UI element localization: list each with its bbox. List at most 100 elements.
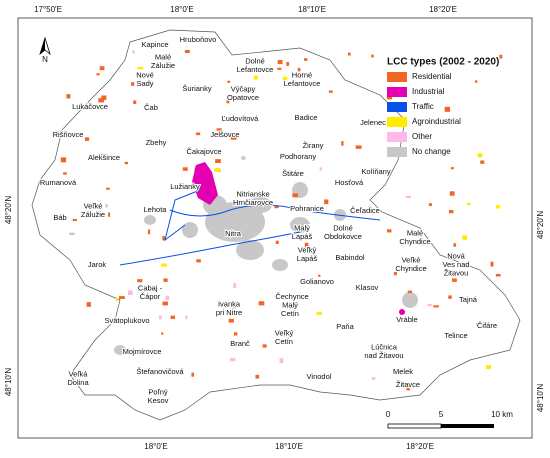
industrial-patch <box>192 162 218 205</box>
graticule-label: 18°10'E <box>298 5 326 14</box>
place-labels: KapinceHruboňovoMaléZálužieNovéSadyDolné… <box>39 34 498 406</box>
lcc-speck <box>229 358 236 362</box>
place-name: Čifáre <box>477 321 497 330</box>
place-name: Lapáš <box>297 254 318 263</box>
lcc-speck <box>304 242 309 248</box>
graticule-label: 18°20'E <box>406 442 434 451</box>
lcc-speck <box>303 58 308 61</box>
land-cover <box>60 50 503 391</box>
legend-swatch <box>387 117 407 127</box>
place-name: Kolíňany <box>361 167 390 176</box>
place-name: Lúčnica <box>371 343 398 352</box>
place-name: Štitáre <box>282 169 304 178</box>
lcc-speck <box>196 259 201 263</box>
place-name: Veľký <box>275 329 294 338</box>
place-name: Horné <box>292 71 312 80</box>
place-name: Jelšovce <box>210 130 239 139</box>
traffic-line <box>169 204 381 221</box>
place-name: Branč <box>230 339 250 348</box>
legend-swatch <box>387 72 407 82</box>
lcc-speck <box>137 67 144 70</box>
lcc-speck <box>115 319 119 322</box>
lcc-speck <box>131 82 135 86</box>
lcc-speck <box>277 67 282 70</box>
lcc-speck <box>371 376 376 380</box>
lcc-speck <box>371 54 374 58</box>
place-name: Veľké <box>84 202 103 211</box>
legend: LCC types (2002 - 2020) Residential Indus… <box>387 57 499 157</box>
place-name: Ivanka <box>218 300 241 309</box>
legend-title: LCC types (2002 - 2020) <box>387 57 499 68</box>
lcc-speck <box>253 75 258 80</box>
lcc-speck <box>355 145 362 149</box>
lcc-speck <box>214 167 221 172</box>
north-arrow: N <box>39 36 51 64</box>
place-name: Hrnčiarovce <box>233 198 273 207</box>
lcc-speck <box>297 67 301 72</box>
traffic-line <box>164 189 201 242</box>
lcc-speck <box>182 167 188 171</box>
lcc-speck <box>405 195 411 199</box>
lcc-speck <box>495 205 501 209</box>
lcc-speck <box>98 98 105 103</box>
lcc-speck <box>386 94 392 100</box>
legend-label: Agroindustrial <box>412 117 461 126</box>
lcc-speck <box>450 167 454 170</box>
lcc-speck <box>165 295 170 301</box>
lcc-speck <box>474 80 478 83</box>
place-name: Melek <box>393 367 413 376</box>
lcc-speck <box>480 160 485 164</box>
scale-label: 0 <box>386 410 391 419</box>
place-name: Zbehy <box>146 138 167 147</box>
lcc-speck <box>148 229 151 235</box>
place-name: Nová <box>447 251 465 260</box>
lcc-speck <box>228 318 234 323</box>
lcc-speck <box>418 240 424 246</box>
place-name: Šurianky <box>182 84 211 93</box>
legend-label: Industrial <box>412 87 445 96</box>
legend-label: No change <box>412 147 451 156</box>
lcc-speck <box>185 315 188 320</box>
lcc-speck <box>230 134 237 140</box>
lcc-speck <box>449 191 455 196</box>
place-name: Dolné <box>333 224 353 233</box>
place-name: Telince <box>444 331 467 340</box>
place-name: Tajná <box>459 295 478 304</box>
place-name: Dolina <box>67 378 89 387</box>
place-name: Čakajovce <box>186 147 221 156</box>
lcc-speck <box>216 128 222 131</box>
lcc-speck <box>226 100 230 104</box>
lcc-speck <box>318 274 321 277</box>
lcc-speck <box>101 95 107 101</box>
place-name: Kesov <box>148 396 169 405</box>
place-name: Malý <box>294 224 310 233</box>
lcc-speck <box>324 199 329 205</box>
place-name: Rumanová <box>40 178 77 187</box>
lcc-speck <box>277 59 283 65</box>
no-change-patch <box>114 345 126 355</box>
lcc-speck <box>107 212 111 217</box>
no-change-patch <box>236 240 264 260</box>
lcc-speck <box>86 302 91 307</box>
place-name: Čápor <box>140 292 161 301</box>
lcc-speck <box>341 141 344 146</box>
place-name: Štefanovičová <box>136 367 184 376</box>
graticule-label: 17°50'E <box>34 5 62 14</box>
place-name: Výčapy <box>231 85 256 94</box>
lcc-speck <box>233 332 238 336</box>
place-name: Lukáčovce <box>72 102 108 111</box>
lcc-speck <box>275 240 279 244</box>
lcc-speck <box>105 204 108 208</box>
place-name: Malé <box>155 53 171 62</box>
graticule-label: 48°20'N <box>4 196 13 225</box>
lcc-speck <box>476 322 479 326</box>
place-name: Pohranice <box>290 204 324 213</box>
no-change-patch <box>290 217 310 233</box>
place-name: Hruboňovo <box>180 35 217 44</box>
legend-label: Residential <box>412 72 452 81</box>
district-outline <box>31 29 521 421</box>
place-name: nad Žitavou <box>364 351 403 360</box>
place-name: Chyndice <box>395 264 426 273</box>
lcc-speck <box>137 279 143 283</box>
lcc-speck <box>66 94 71 99</box>
